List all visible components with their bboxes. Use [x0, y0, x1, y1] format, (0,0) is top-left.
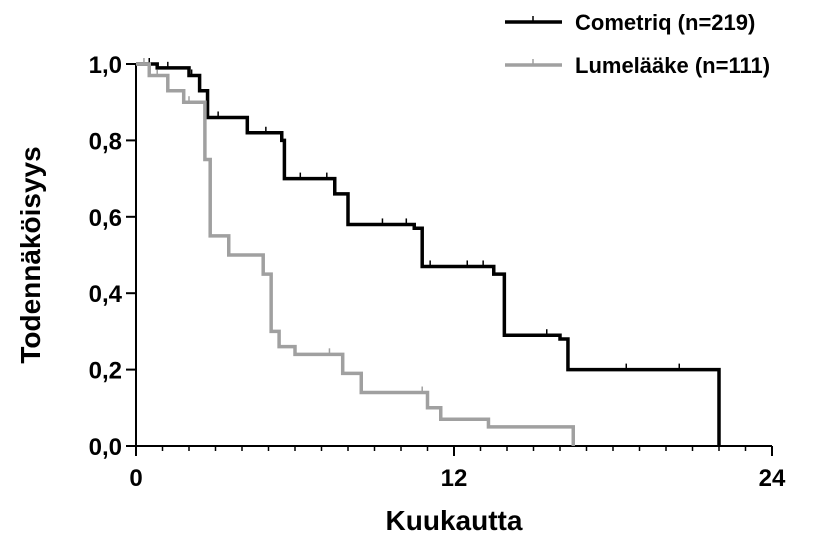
x-ticks: 0 12 24	[129, 446, 786, 492]
y-tick-label: 0,4	[89, 281, 123, 308]
series-line-cometriq	[136, 62, 721, 446]
y-tick-label: 0,2	[89, 358, 122, 385]
x-tick-label: 12	[441, 465, 468, 492]
x-minor-ticks	[161, 446, 747, 451]
y-tick-label: 1,0	[89, 52, 122, 79]
legend-item-lumelaake: Lumelääke (n=111)	[505, 53, 770, 78]
y-tick-label: 0,0	[89, 434, 122, 461]
legend-label-cometriq: Cometriq (n=219)	[575, 10, 755, 35]
x-tick-label: 0	[129, 465, 142, 492]
y-ticks: 0,0 0,2 0,4 0,6 0,8 1,0	[89, 52, 136, 461]
legend-label-lumelaake: Lumelääke (n=111)	[575, 53, 770, 78]
series-line-lumelaake	[136, 62, 575, 446]
x-axis-title: Kuukautta	[386, 505, 523, 536]
y-tick-label: 0,8	[89, 128, 122, 155]
legend-item-cometriq: Cometriq (n=219)	[505, 10, 755, 35]
y-tick-label: 0,6	[89, 205, 122, 232]
y-axis-title: Todennäköisyys	[15, 146, 46, 363]
series-group	[136, 58, 721, 446]
x-tick-label: 24	[759, 465, 786, 492]
legend: Cometriq (n=219) Lumelääke (n=111)	[505, 10, 770, 78]
